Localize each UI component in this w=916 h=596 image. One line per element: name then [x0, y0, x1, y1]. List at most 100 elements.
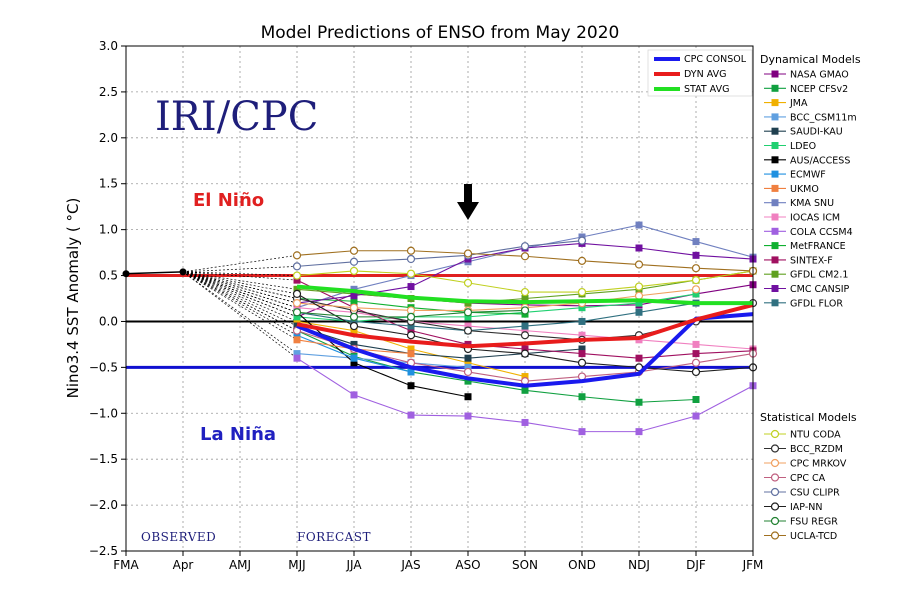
statistical-model-point: [349, 303, 359, 312]
dynamical-model-point: [635, 398, 643, 406]
statistical-model-point: [406, 246, 416, 255]
statistical-model-point: [634, 260, 644, 269]
statistical-legend-label: IAP-NN: [790, 502, 822, 513]
statistical-model-point: [463, 308, 473, 317]
dynamical-model-point: [635, 428, 643, 436]
average-line: [296, 284, 753, 306]
link-line: [182, 271, 298, 336]
statistical-model-point: [349, 266, 359, 276]
statistical-model-point: [520, 349, 530, 358]
link-line: [182, 271, 298, 322]
statistical-legend-label: UCLA-TCD: [790, 531, 837, 542]
forecast-label: FORECAST: [297, 530, 371, 544]
dynamical-model-point: [293, 276, 301, 284]
dynamical-model-point: [350, 354, 358, 362]
x-tick-label: FMA: [113, 558, 139, 572]
dynamical-legend-marker: [771, 170, 779, 178]
dynamical-legend-marker: [771, 70, 779, 78]
statistical-legend-marker: [770, 516, 780, 526]
average-legend-label: CPC CONSOL: [684, 54, 747, 65]
dynamical-model-point: [578, 331, 586, 339]
down-arrow-icon: [457, 184, 479, 220]
statistical-model-point: [463, 326, 473, 335]
link-line: [182, 271, 298, 290]
link-line: [182, 266, 298, 273]
dynamical-legend-marker: [771, 270, 779, 278]
statistical-model-point: [634, 363, 644, 372]
dynamical-model-point: [578, 317, 586, 325]
x-tick-label: JFM: [742, 558, 764, 572]
dynamical-model-point: [464, 313, 472, 321]
y-tick-label: 1.0: [99, 223, 118, 237]
statistical-legend-header: Statistical Models: [760, 411, 857, 424]
dynamical-model-point: [692, 340, 700, 348]
dynamical-model-point: [521, 345, 529, 353]
dynamical-model-point: [578, 304, 586, 312]
y-tick-label: −2.0: [89, 498, 118, 512]
statistical-legend-label: BCC_RZDM: [790, 444, 843, 455]
observed-label: OBSERVED: [141, 530, 216, 544]
link-line: [182, 271, 298, 295]
dynamical-model-point: [692, 290, 700, 298]
dynamical-legend-label: NASA GMAO: [790, 70, 849, 81]
statistical-legend-label: CPC MRKOV: [790, 459, 847, 470]
average-legend-label: DYN AVG: [684, 69, 726, 80]
link-line: [182, 271, 298, 313]
dynamical-legend-marker: [771, 156, 779, 164]
observed-point: [179, 268, 187, 276]
statistical-model-point: [349, 246, 359, 255]
dynamical-legend-marker: [771, 227, 779, 235]
statistical-model-point: [349, 257, 359, 266]
dynamical-model-point: [350, 359, 358, 367]
link-line: [182, 271, 298, 276]
statistical-model-point: [292, 308, 302, 317]
statistical-model-point: [406, 312, 416, 321]
dynamical-legend-marker: [771, 99, 779, 107]
statistical-legend-marker: [770, 502, 780, 511]
statistical-model-point: [520, 242, 530, 251]
statistical-model-point: [292, 298, 302, 308]
y-tick-label: 2.0: [99, 131, 118, 145]
link-line: [182, 271, 298, 354]
dynamical-legend-header: Dynamical Models: [760, 53, 861, 66]
dynamical-legend-marker: [771, 199, 779, 207]
dynamical-legend-label: MetFRANCE: [790, 241, 846, 252]
statistical-model-point: [292, 271, 302, 280]
statistical-model-point: [520, 306, 530, 315]
dynamical-model-point: [407, 382, 415, 390]
x-tick-label: JJA: [345, 558, 362, 572]
dynamical-model-line: [296, 325, 583, 359]
link-line: [182, 271, 298, 318]
dynamical-model-point: [350, 340, 358, 348]
dynamical-model-point: [635, 354, 643, 362]
statistical-legend-marker: [770, 473, 780, 482]
la-nina-label: La Niña: [200, 424, 276, 445]
statistical-model-point: [463, 367, 473, 377]
dynamical-model-point: [293, 331, 301, 339]
dynamical-model-point: [464, 354, 472, 362]
dynamical-model-point: [464, 393, 472, 401]
statistical-model-point: [406, 254, 416, 264]
dynamical-legend-label: SAUDI-KAU: [790, 127, 843, 138]
dynamical-legend-label: UKMO: [790, 184, 819, 195]
dynamical-model-point: [293, 317, 301, 325]
y-tick-label: −1.5: [89, 452, 118, 466]
y-tick-label: 2.5: [99, 85, 118, 99]
dynamical-model-point: [350, 391, 358, 399]
average-legend: CPC CONSOL DYN AVG STAT AVG: [647, 49, 753, 97]
dynamical-legend-label: BCC_CSM11m: [790, 112, 857, 123]
statistical-legend: NTU CODA BCC_RZDM CPC MRKOV CPC CA CSU CLIPR…: [764, 430, 847, 542]
dynamical-model-point: [464, 359, 472, 367]
x-tick-label: MJJ: [288, 558, 305, 572]
dynamical-model-point: [692, 412, 700, 420]
statistical-model-point: [349, 321, 359, 331]
dynamical-model-point: [635, 221, 643, 229]
dynamical-model-point: [350, 292, 358, 300]
dynamical-legend-marker: [771, 242, 779, 250]
statistical-model-point: [577, 287, 587, 297]
dynamical-legend-marker: [771, 256, 779, 264]
statistical-model-point: [292, 289, 302, 299]
dynamical-model-line: [296, 302, 697, 332]
x-tick-label: NDJ: [628, 558, 650, 572]
statistical-model-point: [691, 264, 701, 273]
